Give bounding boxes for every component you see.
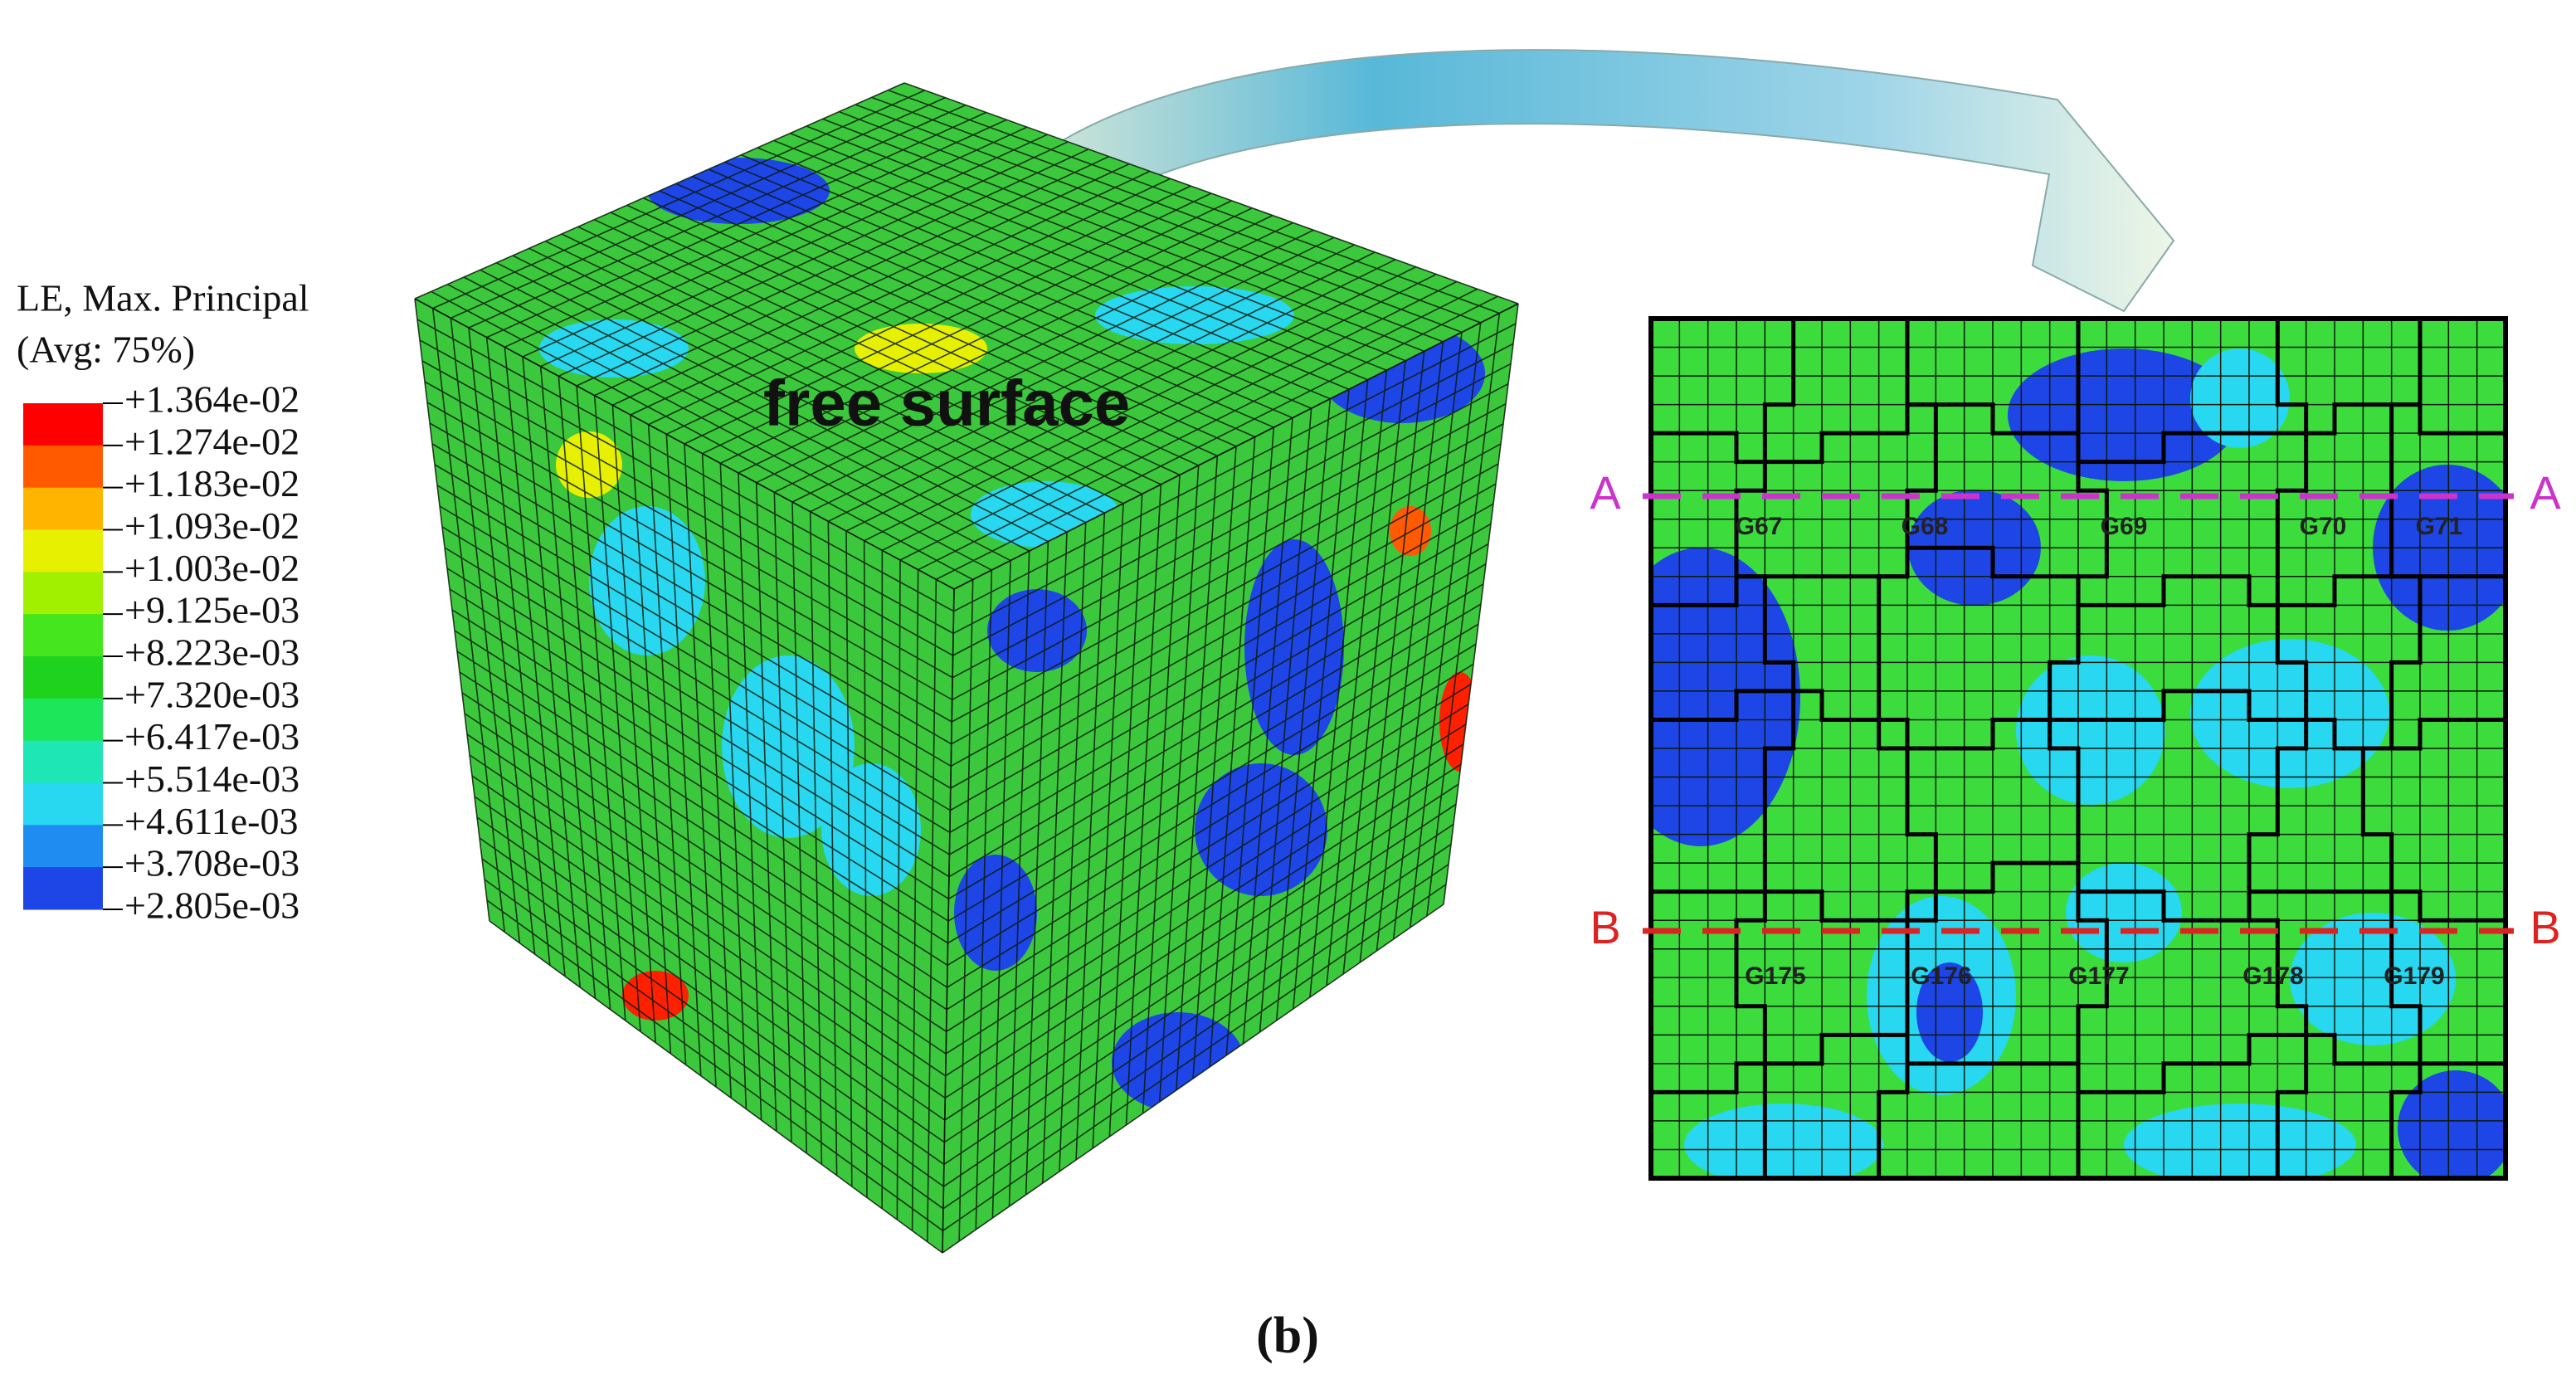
legend-label: +5.514e-03: [124, 758, 299, 800]
arrow: [944, 49, 2175, 313]
grain-label: G177: [2068, 962, 2129, 990]
grain-label: G178: [2242, 962, 2303, 990]
grain-label: G176: [1911, 962, 1971, 990]
legend-band: [23, 782, 103, 826]
section-line-label: B: [1590, 901, 1620, 953]
grain-boundary: [1734, 319, 1796, 1178]
legend-label: +7.320e-03: [124, 673, 299, 715]
caption: (b): [1256, 1308, 1319, 1364]
legend-label: +1.183e-02: [124, 462, 299, 504]
grain-label: G175: [1745, 962, 1805, 990]
grain-label: G69: [2101, 513, 2148, 540]
section-frame: [1648, 316, 2508, 1181]
legend-label: +1.093e-02: [124, 504, 299, 547]
grain-boundary: [1651, 402, 2505, 465]
section-lines: A A G67 G68 G69 G70 G71 B B G175 G176 G177 G178 G179: [1590, 466, 2561, 990]
legend-label: +1.364e-02: [124, 378, 299, 421]
grain-boundary: [1651, 545, 2505, 607]
legend-label: +8.223e-03: [124, 631, 299, 674]
legend-band: [23, 825, 103, 868]
legend-label: +4.611e-03: [124, 800, 298, 842]
legend-label: +1.274e-02: [124, 420, 299, 462]
legend-band: [23, 572, 103, 615]
grain-boundaries: [1651, 319, 2505, 1178]
legend-band: [23, 740, 103, 783]
mesh: [414, 82, 1519, 1254]
legend-label: +2.805e-03: [124, 884, 299, 927]
grain-label: G71: [2416, 513, 2463, 540]
legend-label: +3.708e-03: [124, 842, 299, 884]
legend-label: +1.003e-02: [124, 547, 299, 589]
mesh-lines: [414, 298, 955, 1254]
grain-label: G70: [2300, 513, 2347, 540]
contour-right: [954, 324, 1485, 1112]
legend-band: [23, 445, 103, 489]
grain-label: G67: [1736, 513, 1783, 540]
grain-boundary: [2048, 319, 2109, 1178]
legend-subtitle: (Avg: 75%): [17, 329, 195, 371]
grain-boundary: [1651, 860, 2505, 923]
grain-label: G179: [2384, 962, 2444, 990]
annotation: free surface: [763, 367, 1130, 440]
legend-band: [23, 867, 103, 910]
legend-band: [23, 698, 103, 742]
legend-title: LE, Max. Principal: [17, 277, 309, 319]
grain-label: G68: [1902, 513, 1949, 540]
grain-boundary: [2247, 319, 2309, 1178]
section-line-label: B: [2530, 901, 2560, 953]
section-line-label: A: [2530, 466, 2561, 519]
section: [1648, 316, 2508, 1181]
legend: +1.364e-02+1.274e-02+1.183e-02+1.093e-02…: [23, 378, 299, 927]
grain-boundary: [1651, 689, 2505, 751]
section-line-label: A: [1590, 466, 1621, 519]
contour-left: [556, 382, 921, 1021]
cube: free surface: [414, 82, 1519, 1254]
legend-band: [23, 403, 103, 446]
legend-band: [23, 487, 103, 530]
legend-band: [23, 656, 103, 699]
mesh-lines: [942, 303, 1519, 1254]
legend-band: [23, 614, 103, 657]
legend-label: +9.125e-03: [124, 589, 299, 631]
section-contour: [1651, 348, 2505, 1178]
grain-boundary: [1651, 1032, 2505, 1094]
grain-boundary: [1877, 319, 1938, 1178]
legend-label: +6.417e-03: [124, 715, 299, 758]
legend-band: [23, 529, 103, 572]
